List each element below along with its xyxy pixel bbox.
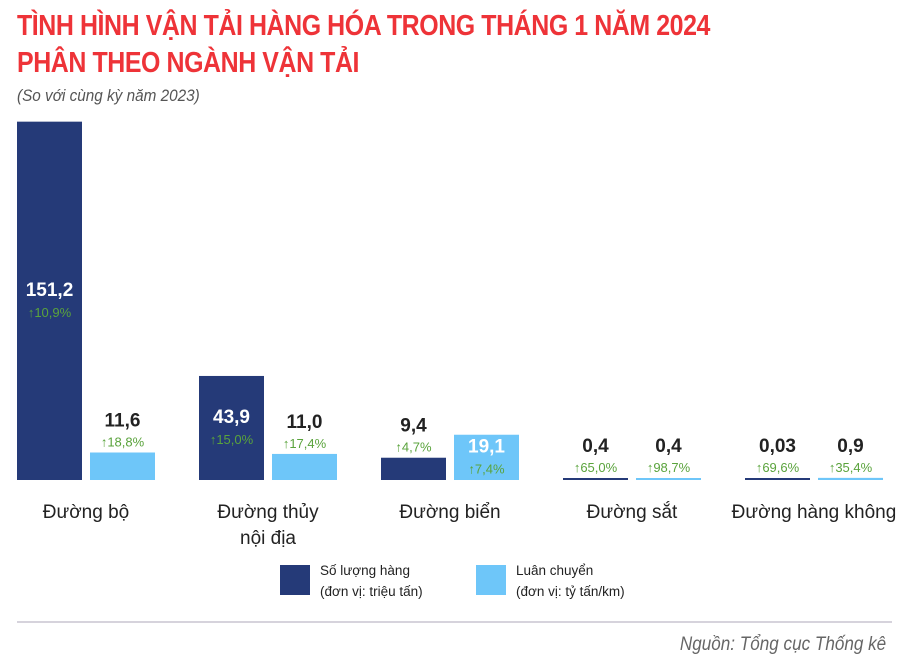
value-label: 11,6	[105, 411, 141, 432]
change-label: ↑15,0%	[210, 432, 254, 447]
legend-luan-chuyen: Luân chuyển (đơn vị: tỷ tấn/km)	[516, 560, 625, 602]
category-label: Đường thủy nội địa	[178, 500, 358, 552]
change-label: ↑98,7%	[647, 460, 691, 475]
category-label-line: Đường thủy	[217, 502, 319, 523]
category-label: Đường sắt	[542, 500, 722, 526]
change-label: ↑10,9%	[28, 305, 72, 320]
value-label: 0,9	[837, 436, 863, 457]
category-label: Đường hàng không	[724, 500, 900, 526]
legend-label: Luân chuyển	[516, 563, 594, 578]
change-label: ↑69,6%	[756, 460, 800, 475]
category-label-line: nội địa	[240, 528, 296, 549]
source-note: Nguồn: Tổng cục Thống kê	[679, 634, 886, 655]
bar	[563, 478, 628, 480]
bar	[199, 375, 264, 480]
chart-title-line2: PHÂN THEO NGÀNH VẬN TẢI	[17, 47, 360, 79]
bar	[818, 477, 883, 480]
value-label: 43,9	[213, 407, 250, 428]
bar	[272, 453, 337, 480]
change-label: ↑7,4%	[468, 461, 505, 476]
value-label: 11,0	[287, 412, 323, 433]
category-label: Đường biển	[360, 500, 540, 526]
bar	[381, 457, 446, 480]
bar	[454, 434, 519, 480]
change-label: ↑65,0%	[574, 460, 618, 475]
legend-label: Số lượng hàng	[320, 563, 410, 578]
value-label: 0,03	[759, 436, 796, 457]
legend-swatch-so-luong	[280, 565, 310, 595]
legend-so-luong: Số lượng hàng (đơn vị: triệu tấn)	[320, 560, 423, 602]
bar	[90, 452, 155, 480]
category-label-line: Đường hàng không	[731, 502, 897, 523]
change-label: ↑17,4%	[283, 436, 327, 451]
value-label: 0,4	[582, 436, 609, 457]
category-label-line: Đường bộ	[42, 502, 130, 523]
category-label-line: Đường biển	[399, 502, 501, 523]
value-label: 0,4	[655, 436, 682, 457]
bar	[636, 478, 701, 480]
change-label: ↑4,7%	[395, 440, 432, 455]
chart-subtitle: (So với cùng kỳ năm 2023)	[17, 86, 200, 105]
category-label-line: Đường sắt	[586, 502, 678, 523]
change-label: ↑35,4%	[829, 460, 873, 475]
legend-unit: (đơn vị: tỷ tấn/km)	[516, 584, 625, 599]
change-label: ↑18,8%	[101, 435, 145, 450]
value-label: 151,2	[26, 280, 74, 301]
legend-unit: (đơn vị: triệu tấn)	[320, 584, 423, 599]
divider	[17, 621, 892, 623]
value-label: 19,1	[468, 436, 505, 457]
chart-title-line1: TÌNH HÌNH VẬN TẢI HÀNG HÓA TRONG THÁNG 1…	[17, 10, 710, 42]
value-label: 9,4	[400, 416, 427, 437]
category-label: Đường bộ	[0, 500, 176, 526]
bar	[745, 478, 810, 480]
bar	[17, 121, 82, 480]
legend-swatch-luan-chuyen	[476, 565, 506, 595]
